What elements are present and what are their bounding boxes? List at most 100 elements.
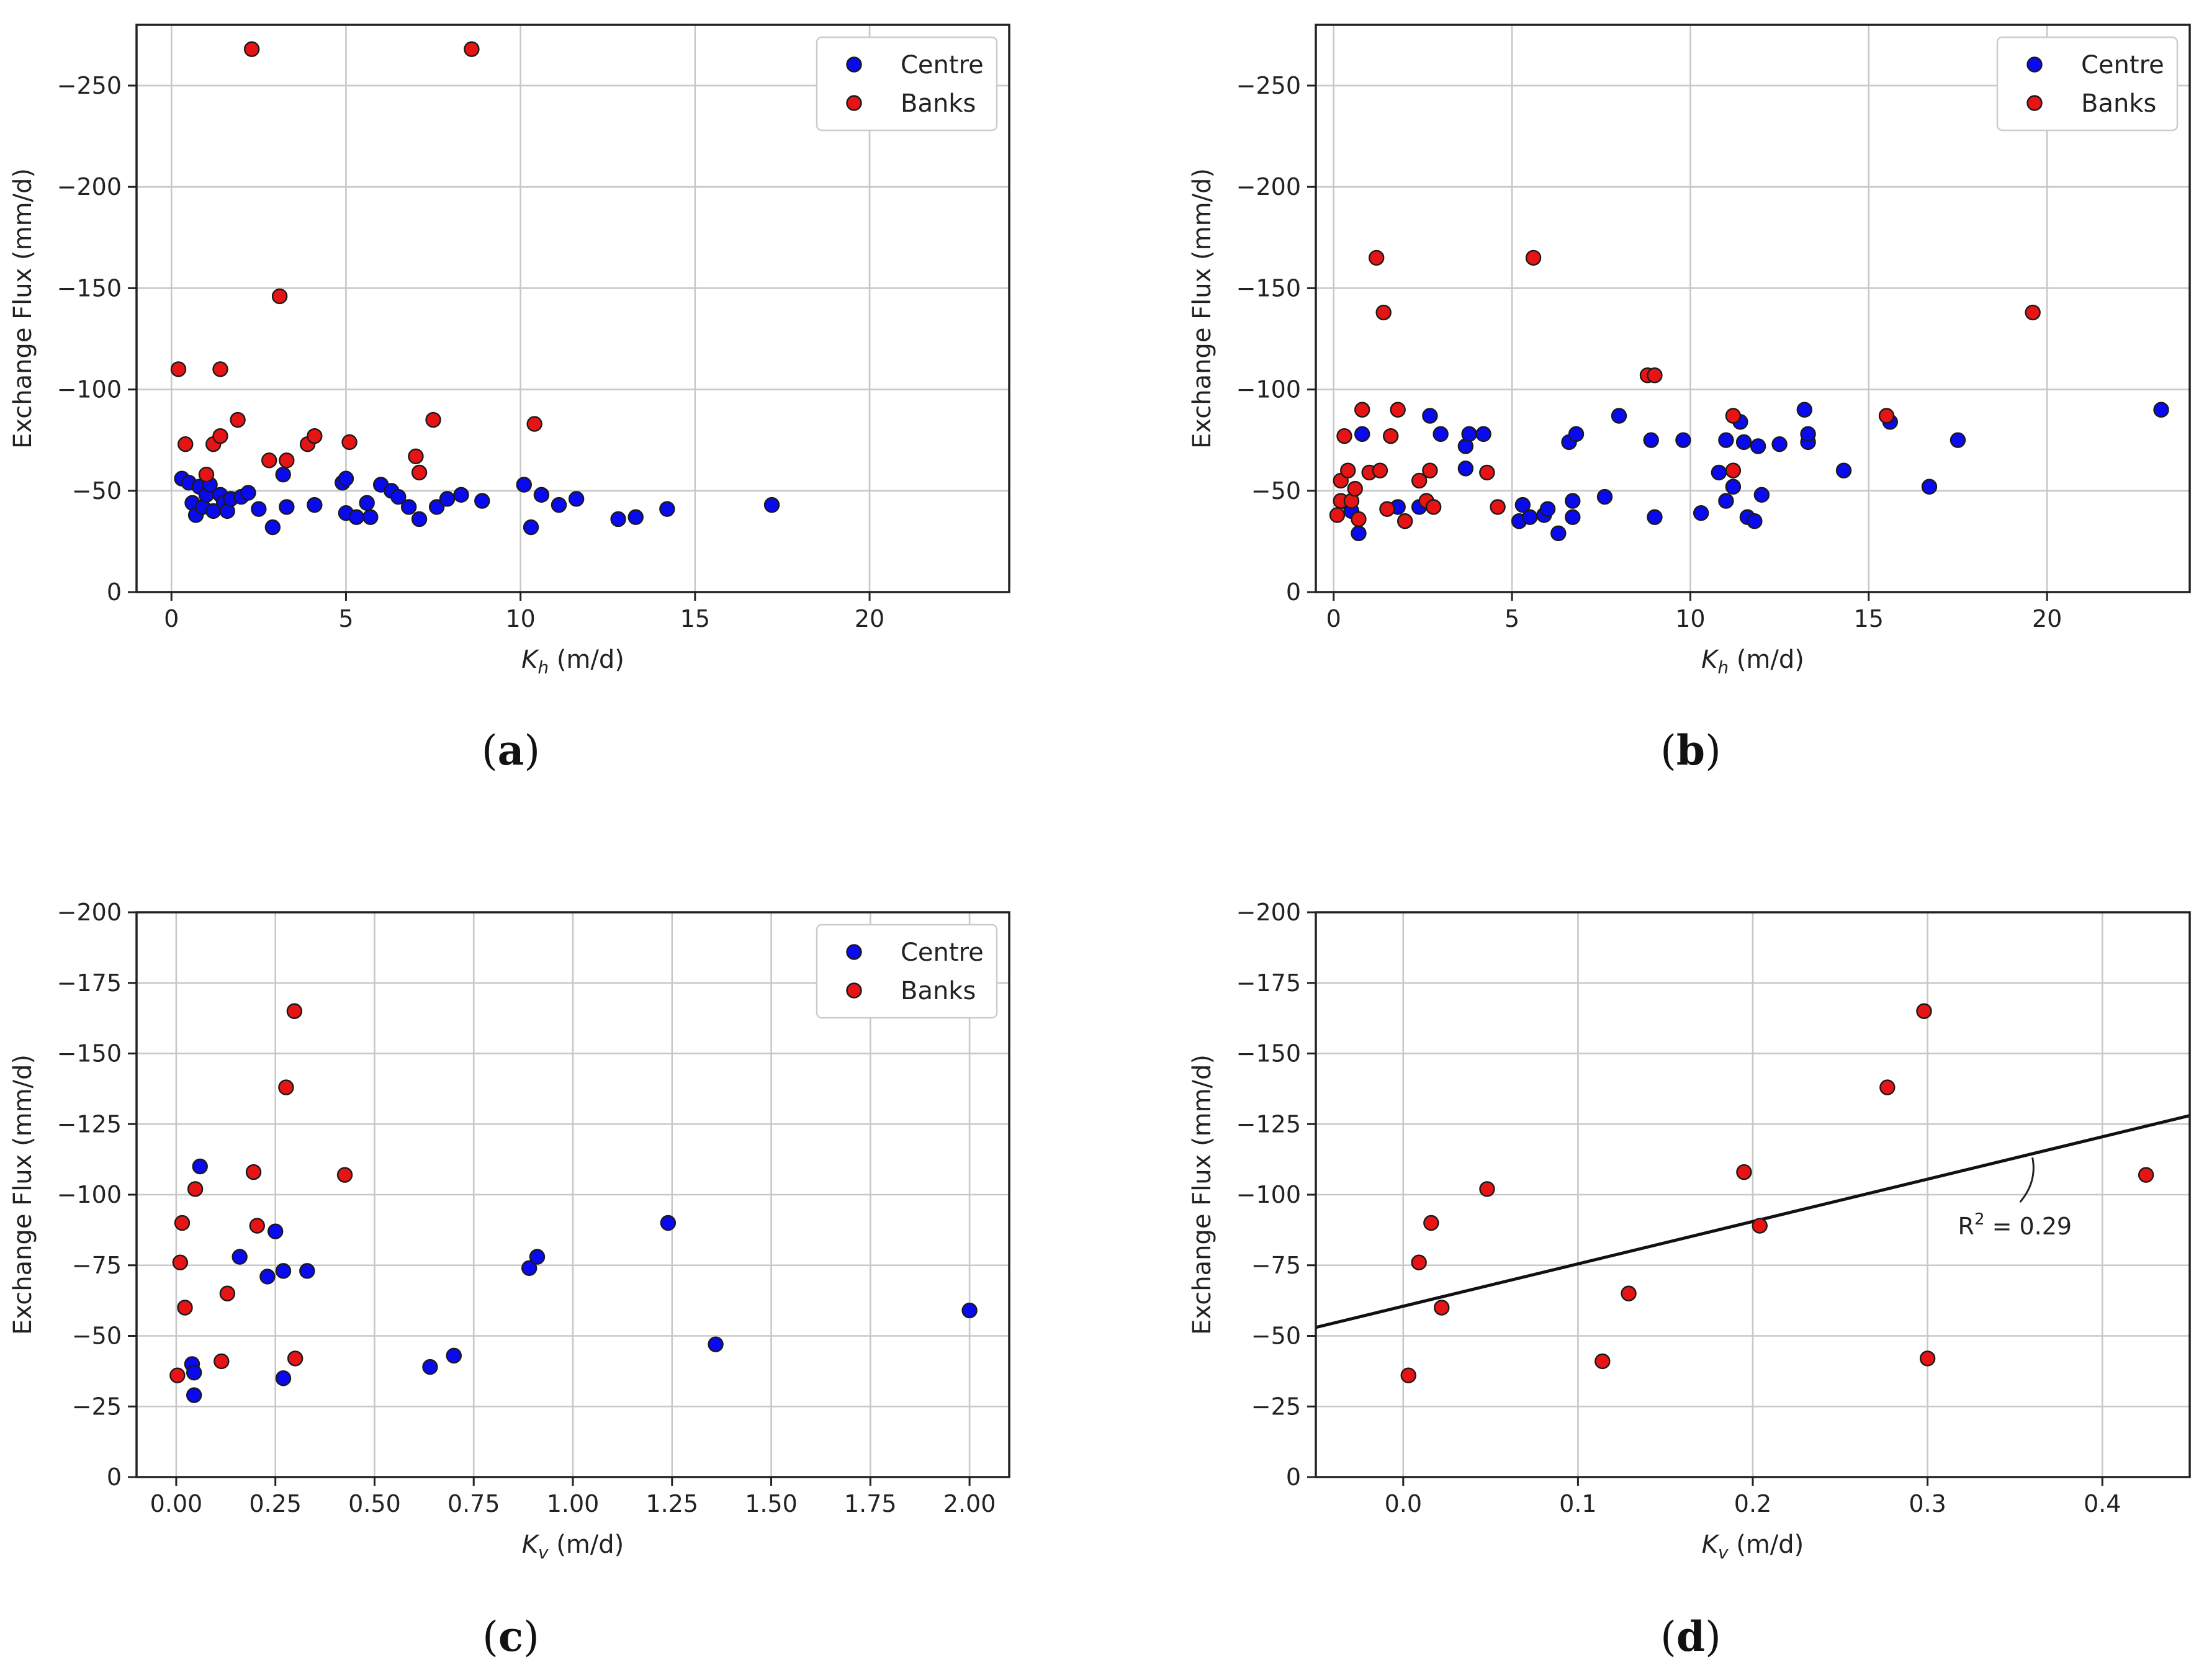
- point-centre: [275, 466, 291, 483]
- y-tick-label: −50: [1251, 1323, 1301, 1350]
- point-centre: [279, 499, 295, 515]
- x-tick-label: 15: [1854, 605, 1884, 632]
- point-centre: [453, 487, 469, 503]
- panel-label: (a): [482, 726, 540, 775]
- point-centre: [523, 519, 539, 536]
- x-axis-title: Kv (m/d): [1702, 1530, 1804, 1563]
- y-tick-label: −200: [1236, 173, 1301, 200]
- plot-frame: [135, 24, 1010, 593]
- point-centre: [660, 1215, 677, 1231]
- plot-frame: [1315, 24, 2191, 593]
- annotation-leader: [2019, 1157, 2035, 1203]
- x-tick-label: 0.25: [249, 1490, 302, 1517]
- point-banks: [1375, 304, 1392, 321]
- x-tick-label: 10: [1675, 605, 1705, 632]
- y-tick-label: −175: [1236, 969, 1301, 997]
- y-tick-label: −100: [57, 376, 122, 403]
- y-tick-label: 0: [1286, 1463, 1301, 1491]
- point-banks: [177, 1300, 193, 1316]
- y-tick-label: −100: [1236, 376, 1301, 403]
- x-tick-label: 0: [1326, 605, 1341, 632]
- point-banks: [271, 288, 288, 305]
- point-centre: [961, 1302, 978, 1319]
- legend: Centre Banks: [1996, 36, 2179, 132]
- legend-marker-banks: [846, 95, 862, 111]
- point-centre: [1718, 432, 1734, 448]
- point-banks: [1336, 428, 1352, 444]
- point-banks: [214, 1353, 230, 1370]
- panel-b: 0 5 10 15 20 0 −50 −100 −150 −200 −250 Kh (m/d) Exch…: [1188, 24, 2191, 775]
- point-centre: [1550, 525, 1567, 542]
- y-tick-label: −25: [1251, 1393, 1301, 1420]
- point-centre: [1735, 434, 1752, 451]
- x-axis-title: Kh (m/d): [521, 645, 624, 678]
- point-centre: [1611, 408, 1627, 424]
- point-centre: [1950, 432, 1966, 448]
- legend-marker-centre: [846, 944, 862, 960]
- point-centre: [1422, 408, 1438, 424]
- x-tick-label: 0.0: [1385, 1490, 1422, 1517]
- point-centre: [1354, 426, 1370, 442]
- plot-frame: [135, 911, 1010, 1478]
- point-banks: [172, 1254, 188, 1270]
- point-centre: [551, 496, 567, 513]
- point-centre: [259, 1269, 276, 1285]
- y-tick-label: −125: [1236, 1110, 1301, 1138]
- legend-label-banks: Banks: [901, 89, 976, 118]
- point-banks: [1329, 507, 1346, 523]
- point-banks: [1621, 1285, 1637, 1301]
- point-centre: [1565, 493, 1581, 509]
- point-banks: [1400, 1367, 1416, 1383]
- point-centre: [474, 493, 490, 509]
- panel-label: (d): [1660, 1612, 1721, 1661]
- point-centre: [1643, 432, 1659, 448]
- point-centre: [275, 1370, 292, 1386]
- point-centre: [568, 491, 585, 507]
- point-banks: [1354, 402, 1370, 418]
- y-tick-label: −50: [72, 477, 122, 505]
- point-centre: [1800, 426, 1816, 442]
- point-banks: [1916, 1003, 1932, 1019]
- point-banks: [1411, 472, 1428, 489]
- point-banks: [212, 428, 228, 444]
- point-centre: [1539, 501, 1556, 517]
- point-banks: [287, 1350, 304, 1367]
- point-centre: [763, 496, 780, 513]
- point-banks: [1379, 501, 1395, 517]
- legend-label-banks: Banks: [901, 977, 976, 1005]
- y-tick-label: −250: [1236, 72, 1301, 99]
- point-banks: [1347, 480, 1363, 497]
- legend-label-banks: Banks: [2081, 89, 2156, 118]
- point-banks: [1479, 464, 1495, 481]
- point-banks: [261, 452, 277, 469]
- point-centre: [529, 1249, 546, 1265]
- point-banks: [230, 411, 246, 428]
- legend-box: [816, 923, 998, 1019]
- point-banks: [174, 1215, 191, 1231]
- point-centre: [232, 1249, 248, 1265]
- point-centre: [240, 485, 256, 501]
- point-banks: [411, 464, 428, 481]
- point-banks: [245, 1164, 262, 1180]
- point-centre: [299, 1263, 315, 1279]
- point-banks: [219, 1285, 236, 1301]
- point-banks: [1878, 408, 1895, 424]
- y-tick-label: −75: [1251, 1252, 1301, 1279]
- point-banks: [279, 452, 295, 469]
- point-centre: [1747, 513, 1763, 529]
- point-banks: [1351, 511, 1367, 528]
- point-centre: [1771, 436, 1788, 452]
- point-banks: [336, 1167, 353, 1183]
- point-banks: [1595, 1353, 1611, 1370]
- point-centre: [1711, 464, 1727, 481]
- point-banks: [341, 434, 358, 451]
- point-banks: [243, 41, 260, 57]
- point-centre: [411, 511, 428, 528]
- legend: Centre Banks: [816, 36, 998, 132]
- point-centre: [264, 519, 281, 536]
- y-tick-label: −100: [57, 1181, 122, 1208]
- point-banks: [1425, 499, 1442, 515]
- x-tick-label: 1.25: [645, 1490, 698, 1517]
- point-centre: [422, 1359, 438, 1375]
- point-banks: [1423, 1215, 1439, 1231]
